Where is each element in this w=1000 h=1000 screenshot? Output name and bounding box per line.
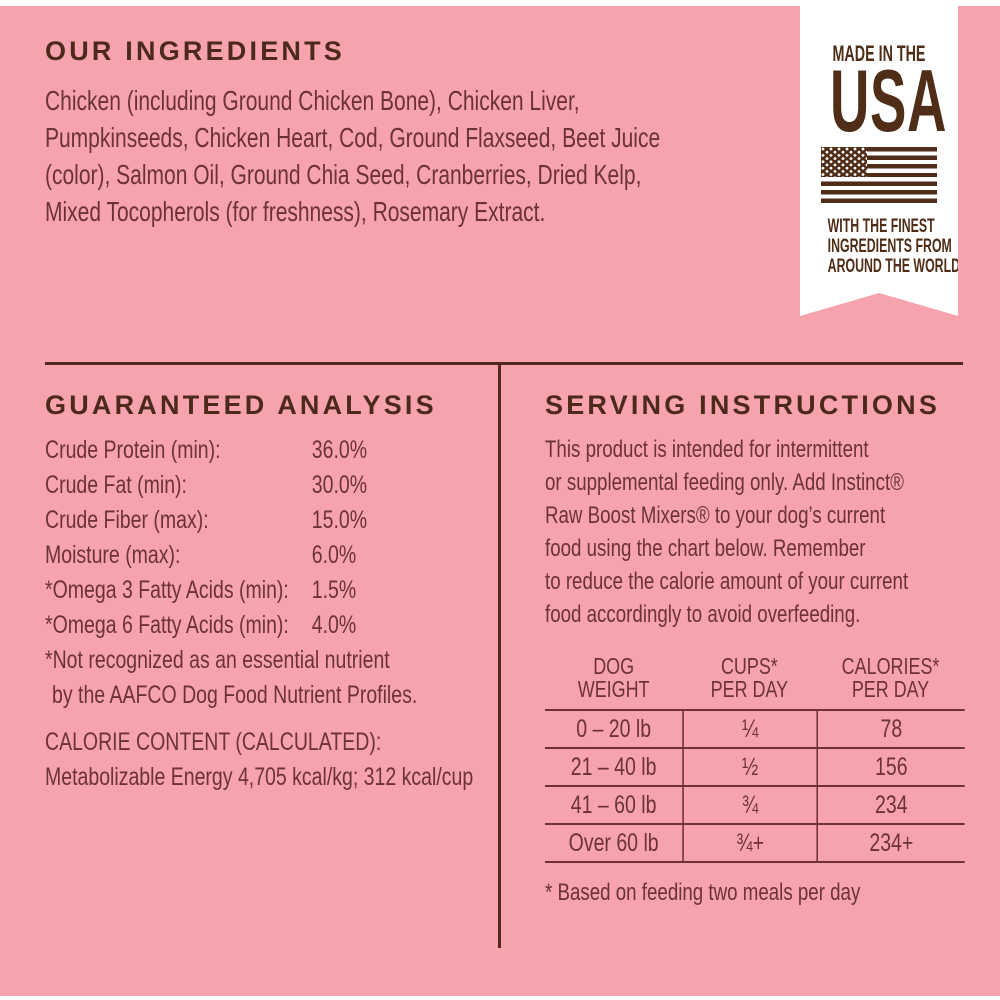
analysis-row: Crude Fat (min): 30.0% bbox=[45, 468, 473, 503]
ingredients-text-line: Chicken (including Ground Chicken Bone),… bbox=[45, 85, 580, 116]
top-edge-strip bbox=[0, 0, 1000, 6]
table-row: 21 – 40 lb ½ 156 bbox=[545, 749, 965, 787]
table-cell-weight: 0 – 20 lb bbox=[576, 714, 652, 743]
calorie-content-block: CALORIE CONTENT (CALCULATED): Metaboliza… bbox=[45, 725, 594, 795]
serving-instructions-text: This product is intended for intermitten… bbox=[545, 433, 1000, 631]
vertical-divider bbox=[498, 362, 501, 948]
table-header-dog-weight: DOG WEIGHT bbox=[577, 653, 650, 702]
feeding-chart-header: DOG WEIGHT CUPS* PER DAY CALORIES* PER D… bbox=[545, 655, 965, 709]
usa-label: USA bbox=[830, 51, 948, 150]
ingredients-title: OUR INGREDIENTS bbox=[45, 36, 346, 66]
analysis-label: Moisture (max): bbox=[45, 541, 181, 569]
us-flag-icon bbox=[821, 147, 937, 203]
analysis-row: Moisture (max): 6.0% bbox=[45, 538, 473, 573]
ingredients-text-line: Mixed Tocopherols (for freshness), Rosem… bbox=[45, 196, 546, 227]
feeding-chart-footnote: * Based on feeding two meals per day bbox=[545, 879, 861, 906]
serving-text-line: This product is intended for intermitten… bbox=[545, 436, 869, 463]
guaranteed-analysis-section: GUARANTEED ANALYSIS Crude Protein (min):… bbox=[45, 390, 594, 795]
analysis-rows: Crude Protein (min): 36.0% Crude Fat (mi… bbox=[45, 433, 594, 713]
analysis-value: 1.5% bbox=[311, 576, 357, 604]
ingredients-text: Chicken (including Ground Chicken Bone),… bbox=[45, 82, 865, 230]
serving-text-line: food using the chart below. Remember bbox=[545, 535, 866, 562]
feeding-chart-body: 0 – 20 lb ¼ 78 21 – 40 lb ½ 156 41 – 60 … bbox=[545, 709, 965, 863]
table-row: 41 – 60 lb ¾ 234 bbox=[545, 787, 965, 825]
analysis-value: 15.0% bbox=[311, 506, 368, 534]
analysis-row: *Omega 3 Fatty Acids (min): 1.5% bbox=[45, 573, 473, 608]
table-row: Over 60 lb ¾+ 234+ bbox=[545, 825, 965, 861]
serving-instructions-title: SERVING INSTRUCTIONS bbox=[545, 390, 941, 420]
us-flag-canton bbox=[821, 147, 867, 177]
table-cell-weight: 41 – 60 lb bbox=[570, 790, 657, 819]
serving-text-line: Raw Boost Mixers® to your dog’s current bbox=[545, 502, 886, 529]
ribbon-tagline-line: AROUND THE WORLD bbox=[827, 256, 961, 277]
analysis-footnote-line: *Not recognized as an essential nutrient bbox=[45, 646, 390, 674]
made-in-usa-ribbon: MADE IN THE USA WITH THE FINEST INGREDIE… bbox=[800, 0, 958, 316]
analysis-row: *Omega 6 Fatty Acids (min): 4.0% bbox=[45, 608, 473, 643]
calorie-content-text: Metabolizable Energy 4,705 kcal/kg; 312 … bbox=[45, 763, 474, 791]
ribbon-tagline-line: WITH THE FINEST bbox=[827, 216, 935, 237]
table-cell-cups: ½ bbox=[682, 749, 816, 785]
guaranteed-analysis-title: GUARANTEED ANALYSIS bbox=[45, 390, 437, 420]
ingredients-text-line: Pumpkinseeds, Chicken Heart, Cod, Ground… bbox=[45, 122, 661, 153]
serving-instructions-section: SERVING INSTRUCTIONS This product is int… bbox=[545, 390, 1000, 907]
analysis-value: 30.0% bbox=[311, 471, 368, 499]
analysis-value: 4.0% bbox=[311, 611, 357, 639]
analysis-row: Crude Protein (min): 36.0% bbox=[45, 433, 473, 468]
feeding-chart-table: DOG WEIGHT CUPS* PER DAY CALORIES* PER D… bbox=[545, 655, 965, 863]
ribbon-tagline: WITH THE FINEST INGREDIENTS FROM AROUND … bbox=[800, 217, 958, 277]
table-cell-calories: 78 bbox=[816, 711, 964, 747]
analysis-row: Crude Fiber (max): 15.0% bbox=[45, 503, 473, 538]
serving-text-line: or supplemental feeding only. Add Instin… bbox=[545, 469, 904, 496]
analysis-footnote-line: by the AAFCO Dog Food Nutrient Profiles. bbox=[52, 681, 418, 709]
table-cell-calories: 234 bbox=[816, 787, 964, 823]
table-cell-calories: 234+ bbox=[816, 825, 964, 861]
table-header-cups-per-day: CUPS* PER DAY bbox=[710, 653, 789, 702]
analysis-label: Crude Protein (min): bbox=[45, 436, 221, 464]
ingredients-section: OUR INGREDIENTS Chicken (including Groun… bbox=[45, 36, 865, 230]
analysis-label: Crude Fiber (max): bbox=[45, 506, 209, 534]
table-cell-weight: 21 – 40 lb bbox=[570, 752, 657, 781]
made-in-the-label: MADE IN THE bbox=[832, 41, 926, 66]
table-cell-cups: ¾ bbox=[682, 787, 816, 823]
analysis-value: 6.0% bbox=[311, 541, 357, 569]
table-cell-cups: ¾+ bbox=[682, 825, 816, 861]
ingredients-text-line: (color), Salmon Oil, Ground Chia Seed, C… bbox=[45, 159, 642, 190]
ribbon-tagline-line: INGREDIENTS FROM bbox=[827, 236, 952, 257]
analysis-label: Crude Fat (min): bbox=[45, 471, 187, 499]
calorie-content-title: CALORIE CONTENT (CALCULATED): bbox=[45, 728, 382, 756]
table-header-calories-per-day: CALORIES* PER DAY bbox=[841, 653, 940, 702]
serving-text-line: food accordingly to avoid overfeeding. bbox=[545, 601, 861, 628]
analysis-value: 36.0% bbox=[311, 436, 368, 464]
analysis-label: *Omega 3 Fatty Acids (min): bbox=[45, 576, 289, 604]
table-cell-calories: 156 bbox=[816, 749, 964, 785]
table-row: 0 – 20 lb ¼ 78 bbox=[545, 711, 965, 749]
table-cell-cups: ¼ bbox=[682, 711, 816, 747]
analysis-label: *Omega 6 Fatty Acids (min): bbox=[45, 611, 289, 639]
table-cell-weight: Over 60 lb bbox=[568, 828, 659, 857]
horizontal-divider bbox=[45, 362, 963, 365]
serving-text-line: to reduce the calorie amount of your cur… bbox=[545, 568, 909, 595]
bottom-edge-strip bbox=[0, 996, 1000, 1000]
